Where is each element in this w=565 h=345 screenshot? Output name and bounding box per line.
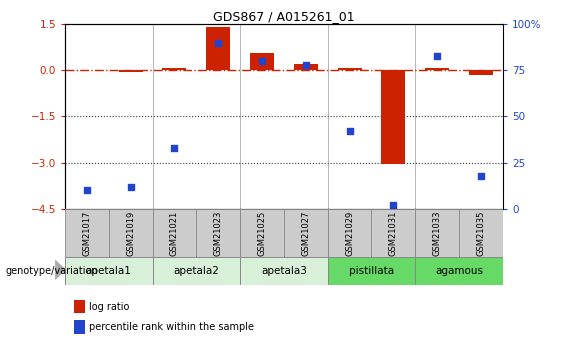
Bar bbox=[162, 68, 186, 70]
Text: percentile rank within the sample: percentile rank within the sample bbox=[89, 322, 254, 332]
Point bbox=[345, 128, 354, 134]
Bar bbox=[250, 53, 274, 70]
Bar bbox=[328, 209, 372, 257]
Bar bbox=[337, 68, 362, 70]
Text: GSM21035: GSM21035 bbox=[476, 210, 485, 256]
Bar bbox=[65, 257, 153, 285]
Point bbox=[82, 187, 92, 193]
Bar bbox=[415, 257, 503, 285]
Text: apetala3: apetala3 bbox=[261, 266, 307, 276]
Bar bbox=[240, 209, 284, 257]
Bar bbox=[74, 300, 85, 313]
Point bbox=[301, 62, 310, 68]
Point bbox=[258, 58, 267, 64]
Text: pistillata: pistillata bbox=[349, 266, 394, 276]
Bar bbox=[328, 257, 415, 285]
Bar bbox=[206, 27, 231, 70]
Bar bbox=[381, 70, 406, 164]
Bar bbox=[372, 209, 415, 257]
Point bbox=[476, 173, 485, 178]
Bar bbox=[153, 257, 240, 285]
Text: log ratio: log ratio bbox=[89, 302, 129, 312]
Title: GDS867 / A015261_01: GDS867 / A015261_01 bbox=[213, 10, 355, 23]
Text: GSM21027: GSM21027 bbox=[301, 210, 310, 256]
Text: GSM21031: GSM21031 bbox=[389, 210, 398, 256]
Bar bbox=[153, 209, 197, 257]
Bar bbox=[108, 209, 153, 257]
Text: GSM21021: GSM21021 bbox=[170, 210, 179, 256]
Text: GSM21023: GSM21023 bbox=[214, 210, 223, 256]
Text: apetala2: apetala2 bbox=[173, 266, 219, 276]
Text: GSM21019: GSM21019 bbox=[126, 210, 135, 256]
Point bbox=[170, 145, 179, 150]
Text: GSM21017: GSM21017 bbox=[82, 210, 92, 256]
Bar bbox=[284, 209, 328, 257]
Text: GSM21025: GSM21025 bbox=[258, 210, 267, 256]
Point bbox=[433, 53, 442, 58]
Text: agamous: agamous bbox=[435, 266, 483, 276]
Polygon shape bbox=[55, 260, 66, 279]
Bar bbox=[119, 70, 143, 72]
Text: GSM21029: GSM21029 bbox=[345, 210, 354, 256]
Point bbox=[214, 40, 223, 45]
Bar bbox=[65, 209, 109, 257]
Bar bbox=[469, 70, 493, 75]
Bar bbox=[294, 64, 318, 70]
Bar bbox=[425, 68, 449, 70]
Bar bbox=[415, 209, 459, 257]
Bar bbox=[197, 209, 240, 257]
Bar bbox=[74, 320, 85, 334]
Bar bbox=[459, 209, 503, 257]
Text: apetala1: apetala1 bbox=[86, 266, 132, 276]
Point bbox=[389, 202, 398, 208]
Bar bbox=[240, 257, 328, 285]
Text: genotype/variation: genotype/variation bbox=[6, 266, 98, 276]
Text: GSM21033: GSM21033 bbox=[433, 210, 442, 256]
Point bbox=[126, 184, 135, 189]
